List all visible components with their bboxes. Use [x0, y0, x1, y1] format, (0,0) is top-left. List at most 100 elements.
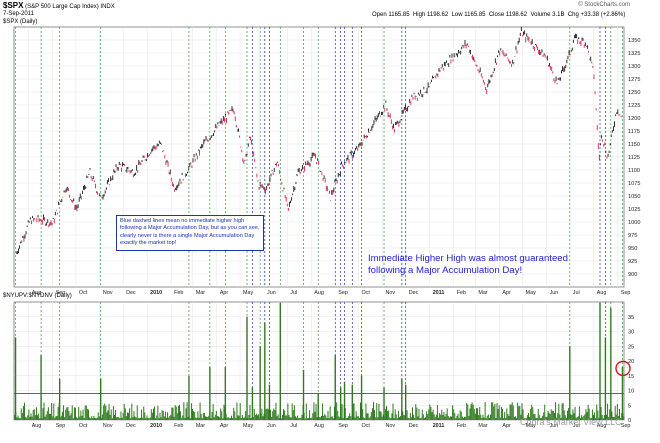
headline-annotation: Immediate Higher High was almost guarant… — [368, 253, 568, 277]
month-tick-label: Sep — [338, 423, 348, 429]
month-tick-label: Feb — [174, 423, 183, 429]
price-tick-label: 1175 — [628, 129, 640, 135]
price-tick-label: 1250 — [628, 90, 640, 96]
high-value: 1198.62 — [426, 12, 449, 18]
exchange-label: INDX — [100, 4, 115, 10]
month-tick-label: Sep — [56, 423, 66, 429]
month-tick-label: Sep — [56, 290, 66, 296]
month-tick-label: Nov — [385, 423, 395, 429]
headline-line-2: following a Major Accumulation Day! — [368, 265, 523, 276]
month-tick-label: Nov — [103, 290, 113, 296]
chart-title: $SPX (S&P 500 Large Cap Index) INDX — [3, 1, 115, 10]
ratio-tick-label: 20 — [628, 359, 634, 365]
ratio-tick-label: 15 — [628, 374, 634, 380]
month-tick-label: Oct — [79, 290, 88, 296]
chart-date: 7-Sep-2011 — [3, 11, 34, 17]
month-tick-label: Mar — [478, 423, 487, 429]
month-tick-label: Feb — [174, 290, 183, 296]
month-tick-label: Sep — [621, 290, 631, 296]
price-tick-label: 1350 — [628, 38, 640, 44]
month-tick-label: Aug — [32, 423, 42, 429]
month-tick-label: 2011 — [433, 290, 445, 296]
month-tick-label: May — [526, 423, 536, 429]
month-tick-label: Dec — [126, 290, 136, 296]
month-tick-label: May — [243, 290, 253, 296]
price-tick-label: 1125 — [628, 155, 640, 161]
price-tick-label: 900 — [628, 272, 637, 278]
low-label: Low — [451, 12, 463, 18]
month-tick-label: Apr — [502, 290, 511, 296]
price-tick-label: 1200 — [628, 116, 640, 122]
month-tick-label: Aug — [314, 290, 324, 296]
month-tick-label: Jul — [290, 423, 297, 429]
month-tick-label: Jun — [550, 290, 559, 296]
price-tick-label: 1000 — [628, 220, 640, 226]
month-tick-label: Jun — [550, 423, 559, 429]
month-tick-label: Mar — [196, 290, 205, 296]
month-tick-label: Jun — [267, 423, 276, 429]
headline-line-1: Immediate Higher High was almost guarant… — [368, 253, 568, 264]
ohlc-readout: Open 1165.85 High 1198.62 Low 1165.85 Cl… — [372, 12, 625, 18]
month-tick-label: 2010 — [150, 423, 162, 429]
month-tick-label: Apr — [220, 423, 229, 429]
high-label: High — [412, 12, 426, 18]
month-tick-label: 2010 — [150, 290, 162, 296]
month-tick-label: 2011 — [433, 423, 445, 429]
volume-value: 3.1B — [552, 12, 565, 18]
ratio-tick-label: 30 — [628, 330, 634, 336]
change-value: +33.38 (+2.86%) — [580, 12, 626, 18]
ratio-panel-legend: $NYUPV:$NYDNV (Daily) — [3, 293, 72, 299]
price-tick-label: 1050 — [628, 194, 640, 200]
price-tick-label: 1325 — [628, 51, 640, 57]
price-tick-label: 1225 — [628, 103, 640, 109]
month-tick-label: Oct — [361, 423, 370, 429]
month-tick-label: May — [243, 423, 253, 429]
ratio-tick-label: 35 — [628, 315, 634, 321]
stockcharts-credit: © StockCharts.com — [578, 2, 630, 8]
month-tick-label: Feb — [457, 290, 466, 296]
price-tick-label: 925 — [628, 259, 637, 265]
month-tick-label: Aug — [32, 290, 42, 296]
latest-reading-circle — [615, 360, 631, 377]
price-tick-label: 975 — [628, 233, 637, 239]
index-name: (S&P 500 Large Cap Index) — [25, 4, 99, 10]
month-tick-label: Jul — [573, 290, 580, 296]
month-tick-label: Aug — [597, 290, 607, 296]
month-tick-label: Oct — [361, 290, 370, 296]
month-tick-label: Aug — [314, 423, 324, 429]
price-tick-label: 1275 — [628, 77, 640, 83]
month-tick-label: Mar — [196, 423, 205, 429]
month-tick-label: Mar — [478, 290, 487, 296]
month-tick-label: Apr — [502, 423, 511, 429]
month-tick-label: Oct — [79, 423, 88, 429]
ratio-tick-label: 10 — [628, 389, 634, 395]
month-tick-label: Nov — [385, 290, 395, 296]
watermark: Cobra's Market View LLC — [520, 417, 622, 427]
month-tick-label: Sep — [621, 423, 631, 429]
month-tick-label: Sep — [338, 290, 348, 296]
open-value: 1165.85 — [388, 12, 410, 18]
blue-dashed-note: Blue dashed lines mean no immediate high… — [116, 215, 264, 251]
price-tick-label: 1075 — [628, 181, 640, 187]
month-tick-label: Feb — [457, 423, 466, 429]
volume-label: Volume — [530, 12, 551, 18]
change-label: Chg — [567, 12, 579, 18]
month-tick-label: Dec — [126, 423, 136, 429]
month-tick-label: Nov — [103, 423, 113, 429]
month-tick-label: Jun — [267, 290, 276, 296]
month-tick-label: Dec — [409, 290, 419, 296]
price-tick-label: 1150 — [628, 142, 640, 148]
low-value: 1165.85 — [464, 12, 486, 18]
open-label: Open — [372, 12, 387, 18]
month-tick-label: Jul — [290, 290, 297, 296]
month-tick-label: Aug — [597, 423, 607, 429]
month-tick-label: May — [526, 290, 536, 296]
month-tick-label: Dec — [409, 423, 419, 429]
month-tick-label: Apr — [220, 290, 229, 296]
ratio-tick-label: 0 — [628, 418, 631, 424]
price-panel-legend: $SPX (Daily) — [3, 19, 38, 25]
ratio-tick-label: 5 — [628, 403, 631, 409]
price-tick-label: 1100 — [628, 168, 640, 174]
